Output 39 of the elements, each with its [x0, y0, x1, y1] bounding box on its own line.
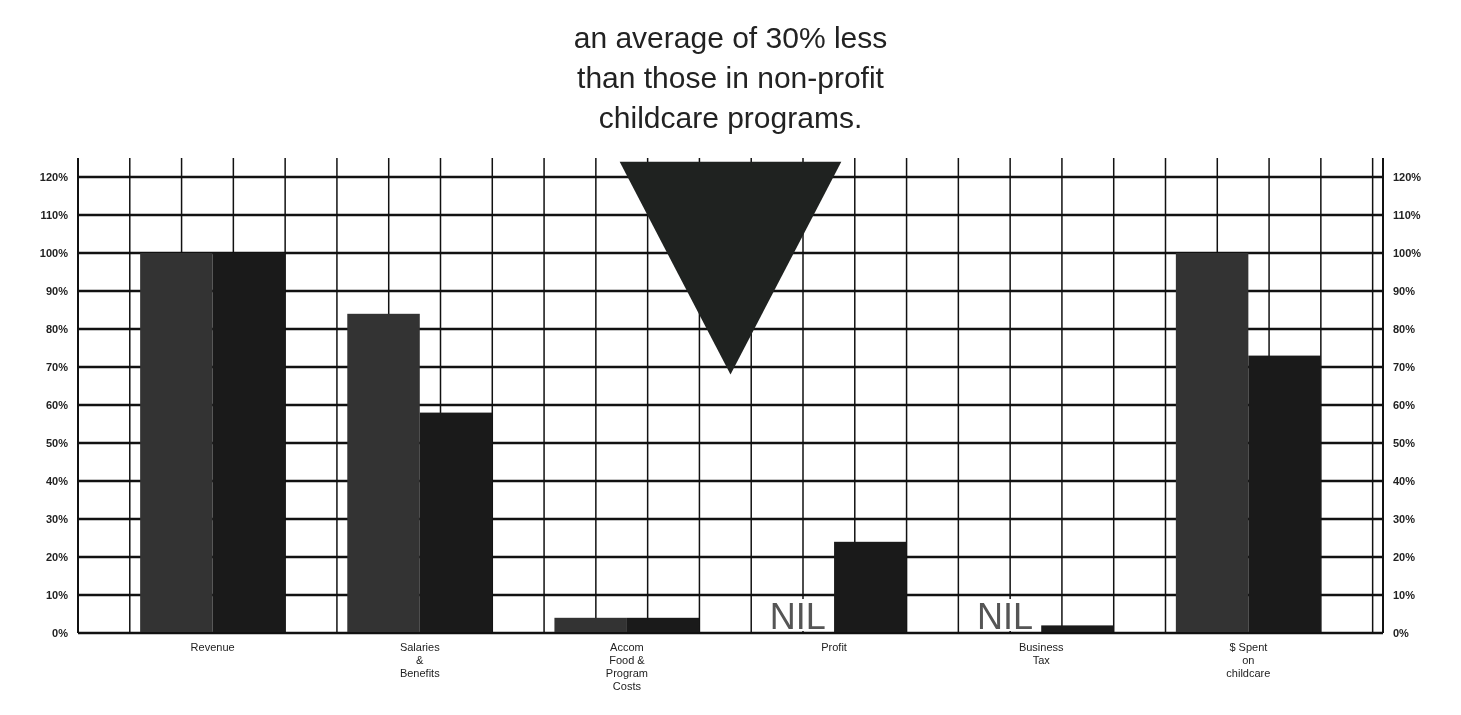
x-tick-label: Salaries & Benefits — [399, 641, 441, 679]
x-tick-label: $ Spent on childcare — [1226, 641, 1271, 679]
y2-tick-label: 20% — [1393, 550, 1416, 563]
y2-tick-label: 10% — [1393, 588, 1416, 601]
bar — [140, 253, 213, 633]
y2-tick-label: 100% — [1393, 246, 1422, 259]
y2-tick-label: 30% — [1393, 512, 1416, 525]
y2-tick-label: 50% — [1393, 436, 1416, 449]
x-tick-label: Business Tax — [1018, 641, 1065, 666]
y-tick-label: 120% — [39, 170, 69, 183]
x-tick-label: Profit — [821, 641, 847, 653]
y-tick-label: 110% — [40, 208, 69, 221]
bar — [347, 313, 420, 633]
y-tick-label: 50% — [45, 436, 69, 449]
y2-tick-label: 60% — [1393, 398, 1416, 411]
chart-title: an average of 30% less than those in non-profit childcare programs. — [573, 21, 888, 134]
y2-tick-label: 90% — [1393, 284, 1416, 297]
y2-tick-label: 0% — [1393, 626, 1410, 639]
y2-tick-label: 110% — [1393, 208, 1421, 221]
y-tick-label: 10% — [45, 588, 69, 601]
bar — [1175, 253, 1249, 633]
annotation: NIL — [976, 596, 1033, 637]
y-tick-label: 70% — [45, 360, 69, 373]
y-tick-label: 20% — [45, 550, 69, 563]
y2-tick-label: 120% — [1393, 170, 1422, 183]
annotation: NIL — [769, 596, 826, 637]
y-tick-label: 60% — [45, 398, 69, 411]
y2-tick-label: 40% — [1393, 474, 1416, 487]
y-tick-label: 40% — [45, 474, 69, 487]
x-tick-label: Accom Food & Program Costs — [605, 641, 649, 692]
x-tick-label: Revenue — [190, 641, 235, 653]
y2-tick-label: 70% — [1393, 360, 1416, 373]
y-tick-label: 80% — [45, 322, 69, 335]
y-tick-label: 90% — [45, 284, 69, 297]
y-tick-label: 0% — [52, 626, 69, 639]
y-tick-label: 100% — [39, 246, 69, 259]
y-tick-label: 30% — [45, 512, 69, 525]
bar — [554, 617, 627, 633]
y2-tick-label: 80% — [1393, 322, 1416, 335]
